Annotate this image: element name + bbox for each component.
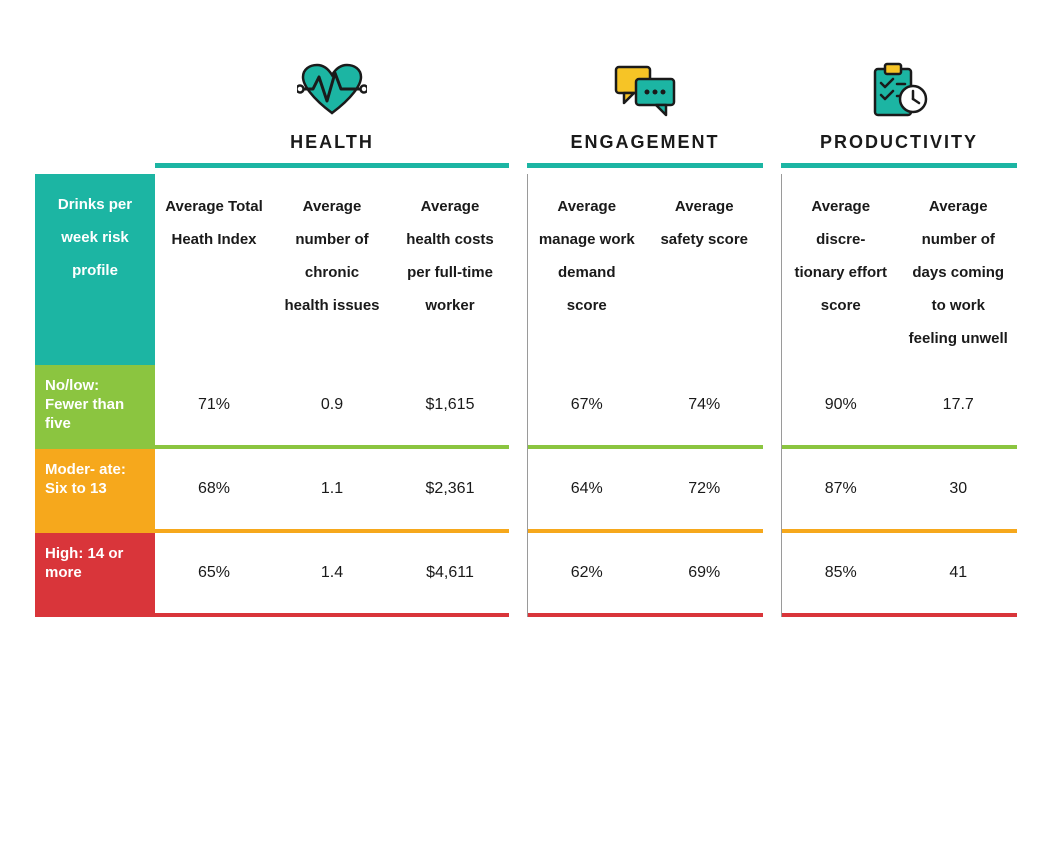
category-header-row: HEALTH ENGAGEMENT [35,60,1015,168]
group-label-productivity: PRODUCTIVITY [820,132,978,153]
cell: 67% [528,390,646,420]
colhead-prod-0: Average discre- tionary effort score [782,174,900,332]
cell: 41 [900,558,1018,588]
group-engagement: ENGAGEMENT [527,60,763,168]
risk-profile-table: HEALTH ENGAGEMENT [35,60,1015,617]
colgroup-engagement: Average manage work demand score Average… [527,174,763,365]
group-underline-health [155,163,509,168]
cell: 87% [782,474,900,504]
cell: 85% [782,558,900,588]
row-header-title-text: Drinks per week risk profile [45,188,145,287]
row-underline [155,613,509,617]
cells: 68%1.1$2,361 [155,449,509,529]
cells: 67%74% [528,365,763,445]
colhead-health-0: Average Total Heath Index [155,174,273,266]
row-label: Moder- ate: Six to 13 [35,449,155,533]
cell: 65% [155,558,273,588]
cells: 90%17.7 [782,365,1017,445]
cells: 85%41 [782,533,1017,613]
table-row: Moder- ate: Six to 1368%1.1$2,36164%72%8… [35,449,1015,533]
group-productivity: PRODUCTIVITY [781,60,1017,168]
cell: $2,361 [391,474,509,504]
clipboard-clock-icon [869,60,929,122]
cell: 1.4 [273,558,391,588]
cell: $1,615 [391,390,509,420]
cellgroup-health: 68%1.1$2,361 [155,449,509,533]
cellgroup-health: 65%1.4$4,611 [155,533,509,617]
group-health: HEALTH [155,60,509,168]
row-underline [782,613,1017,617]
cell: 17.7 [900,390,1018,420]
cell: 71% [155,390,273,420]
cell: 72% [646,474,764,504]
cellgroup-health: 71%0.9$1,615 [155,365,509,449]
colhead-engage-1: Average safety score [646,174,764,266]
colhead-prod-1: Average number of days coming to work fe… [900,174,1018,365]
cellgroup-productivity: 90%17.7 [781,365,1017,449]
colhead-health-2: Average health costs per full-time worke… [391,174,509,332]
group-label-engagement: ENGAGEMENT [570,132,719,153]
colhead-engage-0: Average manage work demand score [528,174,646,332]
cells: 62%69% [528,533,763,613]
cell: 74% [646,390,764,420]
cell: $4,611 [391,558,509,588]
chat-bubbles-icon [612,60,678,122]
column-headers-row: Drinks per week risk profile Average Tot… [35,174,1015,365]
table-row: No/low: Fewer than five71%0.9$1,61567%74… [35,365,1015,449]
row-label: High: 14 or more [35,533,155,617]
colhead-health-1: Average number of chronic health issues [273,174,391,332]
group-underline-engagement [527,163,763,168]
row-label: No/low: Fewer than five [35,365,155,449]
heart-pulse-icon [297,60,367,122]
cellgroup-engagement: 62%69% [527,533,763,617]
cell: 30 [900,474,1018,504]
cellgroup-productivity: 87%30 [781,449,1017,533]
cells: 64%72% [528,449,763,529]
colgroup-health: Average Total Heath Index Average number… [155,174,509,365]
cell: 69% [646,558,764,588]
group-underline-productivity [781,163,1017,168]
cellgroup-engagement: 67%74% [527,365,763,449]
cell: 68% [155,474,273,504]
cell: 64% [528,474,646,504]
cells: 65%1.4$4,611 [155,533,509,613]
group-label-health: HEALTH [290,132,374,153]
row-underline [528,613,763,617]
cell: 0.9 [273,390,391,420]
cells: 87%30 [782,449,1017,529]
cell: 62% [528,558,646,588]
cellgroup-engagement: 64%72% [527,449,763,533]
table-row: High: 14 or more65%1.4$4,61162%69%85%41 [35,533,1015,617]
row-header-title: Drinks per week risk profile [35,174,155,365]
cell: 1.1 [273,474,391,504]
cell: 90% [782,390,900,420]
colgroup-productivity: Average discre- tionary effort score Ave… [781,174,1017,365]
data-rows: No/low: Fewer than five71%0.9$1,61567%74… [35,365,1015,617]
cells: 71%0.9$1,615 [155,365,509,445]
cellgroup-productivity: 85%41 [781,533,1017,617]
